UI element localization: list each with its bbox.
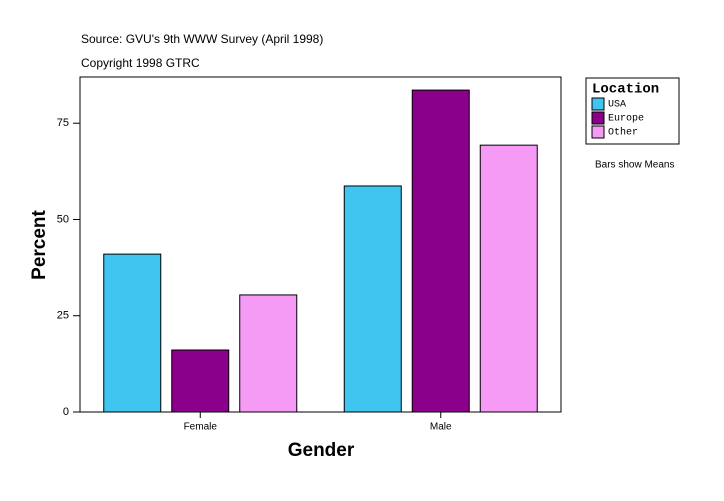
legend-title: Location (592, 82, 659, 98)
bar (343, 185, 402, 413)
y-tick-label: 25 (57, 310, 69, 322)
y-tick-label: 75 (57, 117, 69, 129)
legend-label: Other (608, 127, 638, 139)
note: Bars show Means (595, 160, 674, 171)
legend-swatch (591, 125, 605, 139)
bar (411, 89, 470, 413)
y-axis-label: Percent (29, 209, 50, 279)
x-tick-label: Female (184, 422, 218, 433)
copyright: Copyright 1998 GTRC (81, 56, 200, 70)
x-tick-label: Male (430, 422, 452, 433)
y-tick-label: 0 (63, 406, 69, 418)
bar (103, 253, 162, 413)
legend-swatch (591, 111, 605, 125)
bar (239, 294, 298, 413)
y-tick-label: 50 (57, 213, 69, 225)
x-axis-label: Gender (288, 440, 355, 461)
legend-swatch (591, 97, 605, 111)
source: Source: GVU's 9th WWW Survey (April 1998… (81, 32, 323, 46)
bar (171, 349, 230, 413)
bar (479, 144, 538, 413)
plot-frame (79, 76, 562, 413)
legend-label: Europe (608, 114, 644, 125)
legend-label: USA (608, 100, 626, 111)
